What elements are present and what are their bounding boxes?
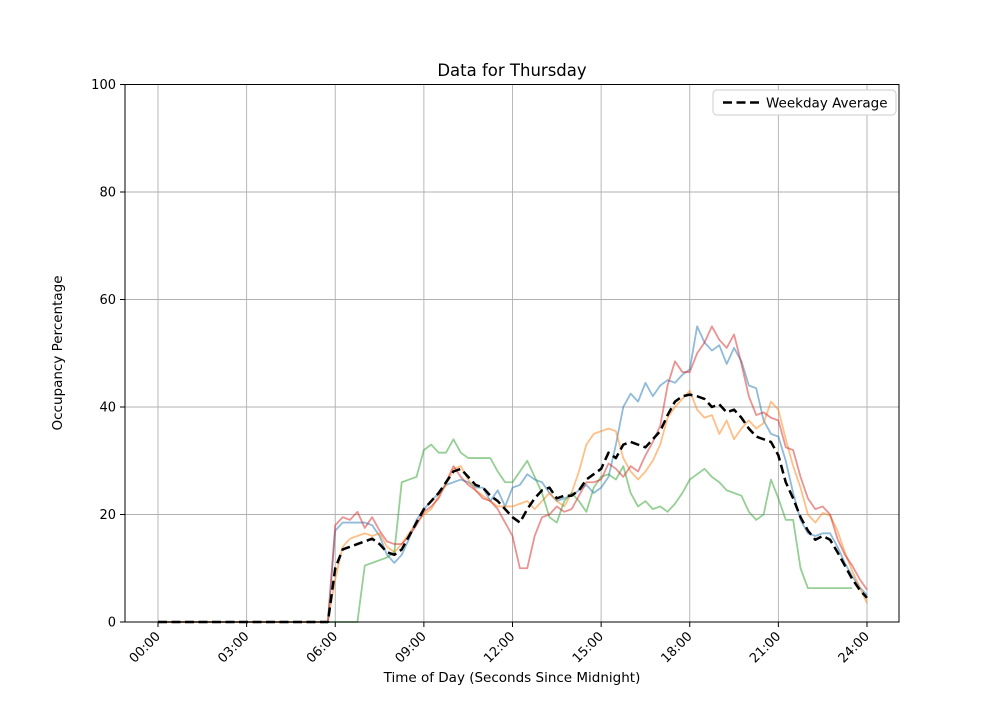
y-tick-label: 0 bbox=[108, 616, 116, 631]
x-tick-label: 18:00 bbox=[658, 629, 695, 666]
axis-ticks-and-labels: 00:00 03:00 06:00 09:00 12:00 15:00 18:00 21:00… bbox=[91, 78, 873, 666]
weekday-average-line bbox=[158, 393, 868, 624]
x-tick-label: 06:00 bbox=[304, 629, 341, 666]
legend: Weekday Average bbox=[712, 89, 897, 116]
y-tick-label: 100 bbox=[91, 78, 116, 93]
legend-box bbox=[712, 89, 897, 116]
x-tick-label: 24:00 bbox=[836, 629, 873, 666]
y-tick-label: 40 bbox=[99, 401, 116, 416]
y-tick-label: 20 bbox=[99, 508, 116, 523]
x-tick-label: 09:00 bbox=[393, 629, 430, 666]
y-axis-label: Occupancy Percentage bbox=[50, 275, 66, 430]
axes-spines bbox=[124, 84, 900, 623]
y-tick-label: 60 bbox=[99, 293, 116, 308]
x-tick-label: 12:00 bbox=[481, 629, 518, 666]
x-axis-label: Time of Day (Seconds Since Midnight) bbox=[383, 670, 641, 686]
day-series-3-line bbox=[158, 438, 853, 623]
x-tick-label: 15:00 bbox=[570, 629, 607, 666]
y-tick-label: 80 bbox=[99, 186, 116, 201]
gridlines bbox=[125, 84, 899, 623]
x-tick-label: 03:00 bbox=[215, 629, 252, 666]
x-tick-label: 21:00 bbox=[747, 629, 784, 666]
x-tick-label: 00:00 bbox=[127, 629, 164, 666]
legend-entry-label: Weekday Average bbox=[766, 96, 888, 112]
chart-title: Data for Thursday bbox=[437, 61, 587, 80]
